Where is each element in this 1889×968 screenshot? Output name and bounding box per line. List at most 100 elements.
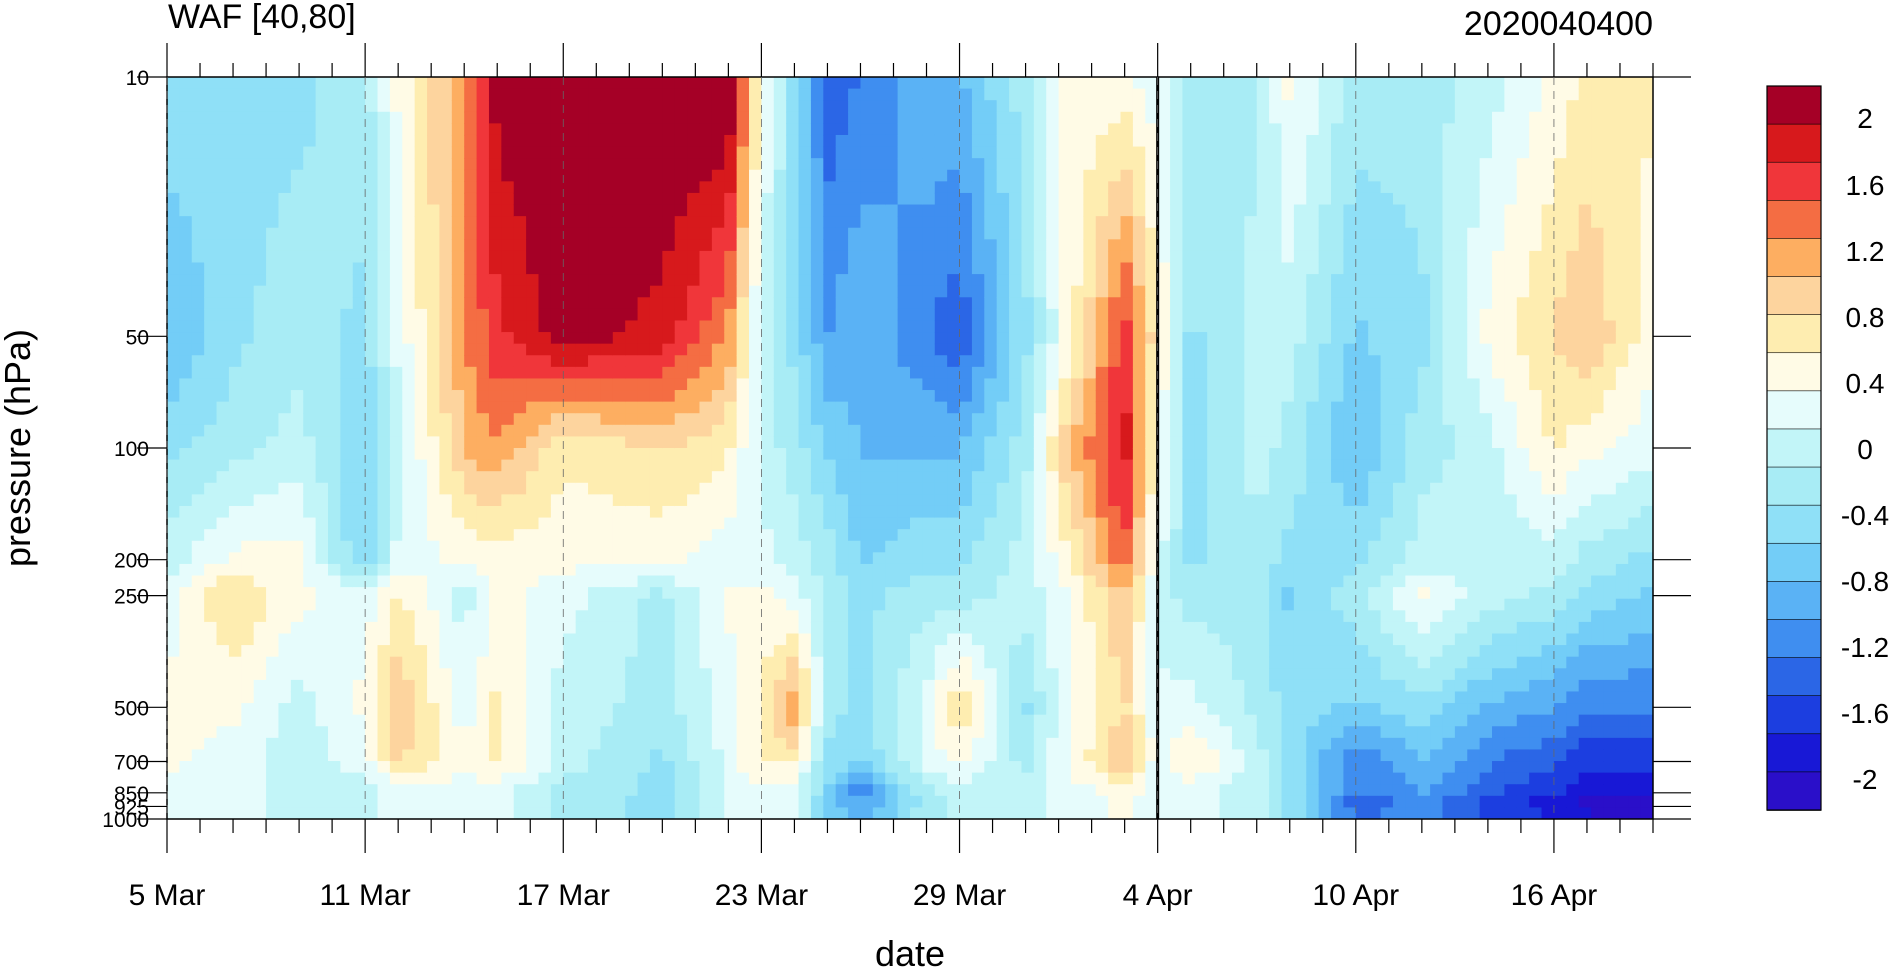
heatmap-cell — [563, 192, 577, 206]
heatmap-cell — [773, 749, 787, 762]
heatmap-cell — [253, 505, 267, 519]
heatmap-cell — [439, 181, 453, 194]
heatmap-cell — [241, 343, 255, 356]
heatmap-cell — [885, 772, 899, 785]
heatmap-cell — [303, 216, 317, 229]
heatmap-cell — [501, 668, 515, 681]
heatmap-cell — [439, 575, 453, 588]
heatmap-cell — [1021, 517, 1035, 530]
heatmap-cell — [885, 668, 899, 681]
heatmap-cell — [340, 216, 354, 229]
heatmap-cell — [588, 88, 602, 101]
heatmap-cell — [910, 355, 923, 368]
heatmap-cell — [835, 413, 849, 426]
heatmap-cell — [625, 772, 639, 785]
heatmap-cell — [649, 633, 663, 646]
heatmap-cell — [711, 552, 725, 565]
heatmap-cell — [612, 366, 626, 380]
heatmap-cell — [303, 761, 317, 774]
heatmap-cell — [971, 274, 985, 287]
heatmap-cell — [402, 192, 416, 206]
heatmap-cell — [1132, 88, 1146, 101]
heatmap-cell — [439, 645, 453, 658]
heatmap-cell — [1095, 77, 1109, 90]
heatmap-cell — [451, 656, 465, 669]
heatmap-cell — [1070, 343, 1084, 356]
heatmap-cell — [464, 795, 478, 808]
heatmap-cell — [1021, 239, 1035, 252]
heatmap-cell — [1021, 795, 1035, 808]
heatmap-cell — [897, 610, 911, 623]
heatmap-cell — [934, 610, 948, 623]
heatmap-cell — [749, 645, 762, 658]
heatmap-cell — [526, 621, 540, 635]
heatmap-cell — [1070, 355, 1084, 368]
heatmap-cell — [1058, 552, 1072, 565]
heatmap-cell — [835, 436, 849, 449]
heatmap-cell — [167, 436, 180, 449]
heatmap-cell — [625, 134, 639, 148]
heatmap-cell — [736, 529, 750, 542]
heatmap-cell — [550, 517, 564, 530]
heatmap-cell — [327, 656, 341, 669]
heatmap-cell — [191, 691, 205, 704]
heatmap-cell — [1095, 575, 1109, 588]
heatmap-cell — [278, 621, 292, 635]
heatmap-cell — [736, 703, 750, 716]
heatmap-cell — [290, 134, 304, 148]
heatmap-cell — [538, 100, 552, 113]
heatmap-cell — [1095, 366, 1109, 380]
heatmap-cell — [637, 459, 651, 472]
heatmap-cell — [848, 77, 862, 90]
heatmap-cell — [687, 111, 701, 124]
heatmap-cell — [402, 320, 416, 333]
heatmap-cell — [340, 366, 354, 380]
heatmap-cell — [798, 737, 812, 751]
heatmap-cell — [848, 656, 862, 669]
heatmap-cell — [1120, 378, 1134, 391]
heatmap-cell — [488, 703, 502, 716]
heatmap-cell — [204, 88, 218, 101]
heatmap-cell — [724, 505, 738, 519]
heatmap-cell — [501, 320, 515, 333]
heatmap-cell — [959, 505, 973, 519]
heatmap-cell — [1046, 459, 1060, 472]
heatmap-cell — [625, 366, 639, 380]
heatmap-cell — [327, 274, 341, 287]
heatmap-cell — [996, 656, 1010, 669]
heatmap-cell — [488, 482, 502, 495]
heatmap-cell — [872, 459, 886, 472]
heatmap-cell — [1108, 668, 1122, 681]
heatmap-cell — [216, 88, 230, 101]
heatmap-cell — [550, 297, 564, 310]
heatmap-cell — [984, 529, 998, 542]
heatmap-cell — [959, 459, 973, 472]
heatmap-cell — [315, 784, 329, 797]
heatmap-cell — [823, 633, 837, 646]
heatmap-cell — [550, 645, 564, 658]
heatmap-cell — [290, 274, 304, 287]
heatmap-cell — [526, 158, 540, 171]
heatmap-cell — [377, 679, 391, 693]
heatmap-cell — [1108, 517, 1122, 530]
heatmap-cell — [724, 332, 738, 345]
heatmap-cell — [1083, 505, 1097, 519]
heatmap-cell — [340, 691, 354, 704]
heatmap-cell — [1070, 448, 1084, 461]
heatmap-cell — [179, 703, 193, 716]
heatmap-cell — [414, 285, 428, 298]
heatmap-cell — [414, 332, 428, 345]
heatmap-cell — [736, 749, 750, 762]
heatmap-cell — [798, 448, 812, 461]
heatmap-cell — [278, 123, 292, 136]
heatmap-cell — [563, 158, 577, 171]
heatmap-cell — [1046, 668, 1060, 681]
heatmap-cell — [835, 204, 849, 217]
heatmap-cell — [600, 737, 614, 751]
heatmap-cell — [922, 181, 936, 194]
heatmap-cell — [216, 308, 230, 322]
heatmap-cell — [971, 517, 985, 530]
heatmap-cell — [427, 204, 441, 217]
heatmap-cell — [476, 158, 490, 171]
heatmap-cell — [885, 726, 899, 739]
